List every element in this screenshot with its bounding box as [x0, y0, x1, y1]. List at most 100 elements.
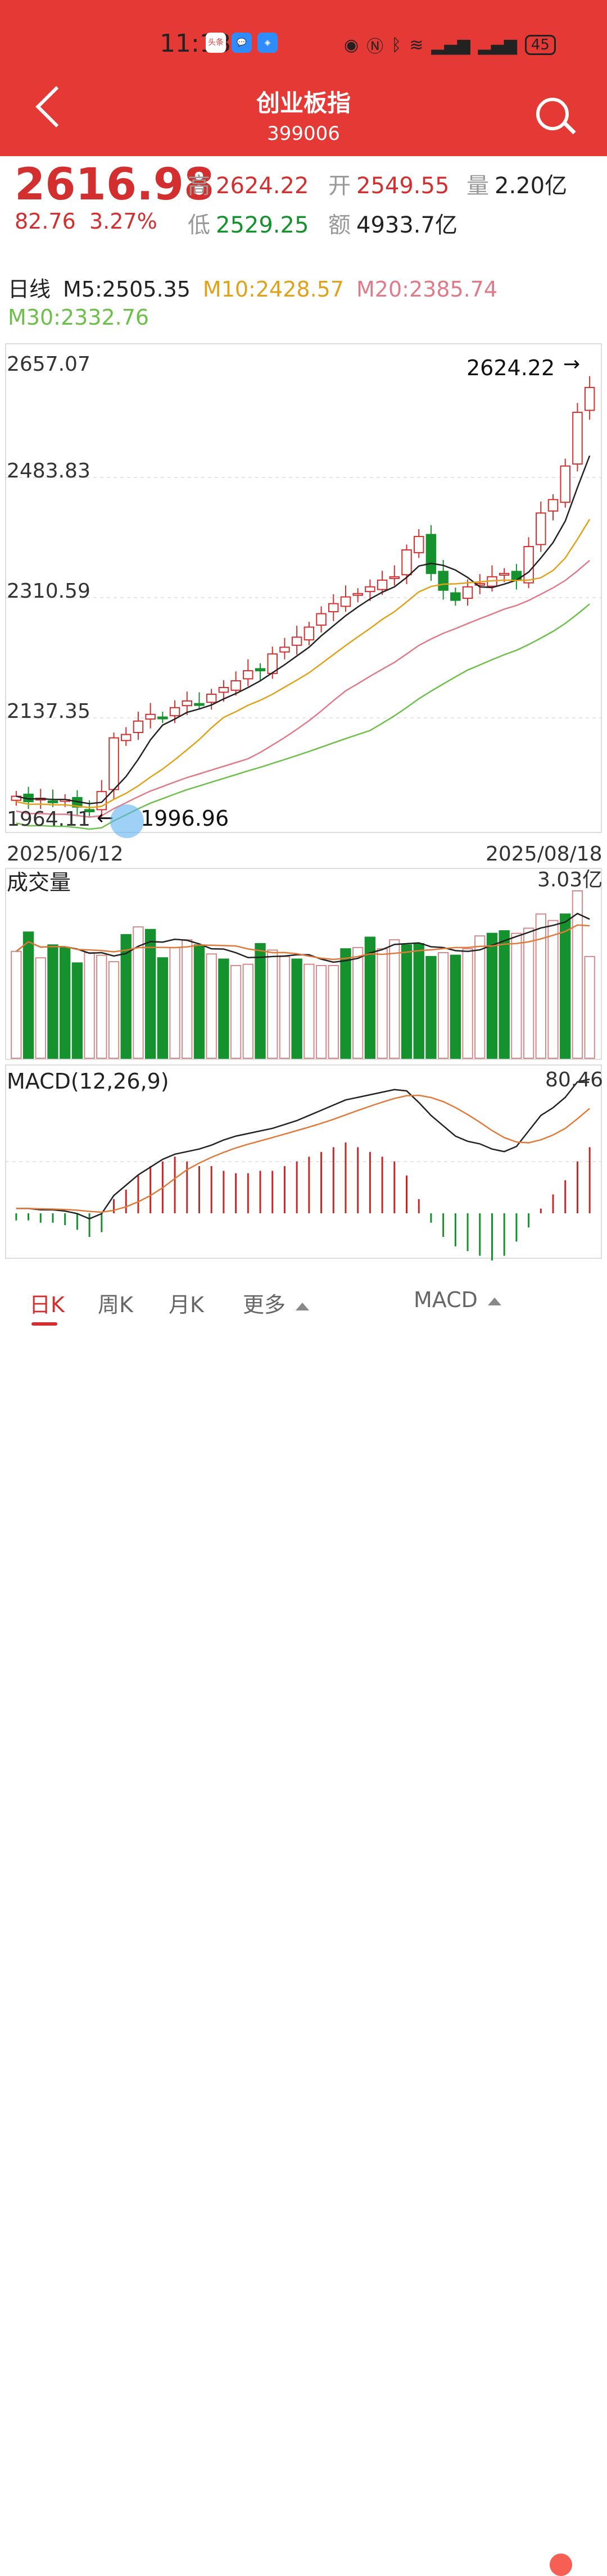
volume-stat: 量 2.20亿: [466, 173, 568, 199]
volume-bar: [218, 958, 229, 1059]
volume-chart-frame: [5, 868, 602, 1060]
tab-daily-k[interactable]: 日K: [29, 1292, 65, 1317]
change-percent: 3.27%: [89, 209, 157, 234]
volume-title: 成交量: [7, 870, 71, 895]
volume-bar: [182, 939, 193, 1059]
volume-bar: [255, 943, 266, 1059]
candle-body: [182, 700, 193, 707]
volume-ma10-line: [16, 924, 590, 961]
candle-body: [47, 800, 58, 803]
eye-icon: ◉: [344, 35, 359, 55]
volume-bar: [462, 948, 473, 1059]
tab-monthly-k[interactable]: 月K: [169, 1292, 204, 1317]
tab-macd[interactable]: MACD: [414, 1287, 501, 1312]
candle-body: [255, 668, 266, 672]
volume-bar: [11, 950, 22, 1059]
index-code: 399006: [267, 122, 340, 145]
candle-body: [547, 499, 559, 512]
candle-body: [230, 680, 241, 691]
volume-bar: [96, 954, 107, 1059]
candle-body: [169, 707, 180, 717]
candle-body: [133, 720, 144, 734]
ma5-line: [16, 455, 591, 804]
volume-bar: [437, 952, 449, 1059]
candle-body: [377, 579, 388, 590]
candle-body: [206, 693, 217, 703]
battery-icon: 45: [524, 35, 556, 55]
search-icon[interactable]: [536, 98, 569, 130]
volume-bar: [364, 936, 376, 1059]
volume-bar: [523, 927, 534, 1059]
page-title: 创业板指: [256, 89, 351, 117]
chart-tabs: 日K 周K 月K 更多 MACD: [0, 1275, 607, 2576]
candle-body: [389, 576, 400, 579]
volume-bar: [84, 952, 95, 1059]
volume-bar: [425, 955, 437, 1059]
candle-body: [291, 636, 302, 646]
candle-body: [145, 713, 156, 720]
toutiao-icon: 头条: [206, 33, 226, 53]
candle-body: [413, 536, 424, 553]
status-bar: 11:18 头条 💬 ◈ ◉ Ⓝ ᛒ ≋ ▂▄▆ ▂▄▆ 45: [0, 29, 607, 63]
high-marker-label: 2624.22: [466, 356, 555, 380]
volume-bar: [584, 955, 595, 1059]
volume-bar: [279, 955, 291, 1059]
volume-bar: [352, 946, 364, 1059]
end-date-label: 2025/08/18: [486, 843, 603, 866]
app-header: 11:18 头条 💬 ◈ ◉ Ⓝ ᛒ ≋ ▂▄▆ ▂▄▆ 45 创业板指 399…: [0, 0, 607, 156]
candle-body: [194, 703, 205, 706]
amount-stat: 额 4933.7亿: [328, 212, 457, 238]
macd-dif-line: [16, 1078, 590, 1220]
volume-bar: [157, 957, 169, 1059]
candle-body: [438, 571, 449, 591]
y-tick-4: 2137.35: [7, 700, 90, 723]
volume-bar: [511, 932, 522, 1059]
candle-body: [352, 593, 363, 596]
volume-bar: [535, 913, 546, 1059]
candle-body: [365, 586, 375, 593]
candle-body: [328, 603, 339, 612]
volume-bar: [340, 948, 351, 1059]
volume-bar: [547, 920, 559, 1059]
high-stat: 高 2624.22: [188, 173, 309, 199]
volume-bar: [193, 944, 205, 1059]
macd-max-label: 80.46: [545, 1068, 603, 1091]
system-icons: ◉ Ⓝ ᛒ ≋ ▂▄▆ ▂▄▆ 45: [344, 33, 556, 57]
app-icon: ◈: [257, 33, 278, 53]
candle-body: [340, 596, 351, 607]
volume-bar: [206, 953, 217, 1059]
low-marker-label: 1996.96: [141, 806, 229, 831]
signal-4g-icon: ▂▄▆: [478, 35, 517, 55]
ma5-label: M5:2505.35: [63, 277, 191, 302]
kline-chart[interactable]: 2657.07 2483.83 2310.59 2137.35 1964.11 …: [0, 0, 607, 1269]
notification-icons: 头条 💬 ◈: [206, 33, 278, 53]
volume-bar: [144, 929, 156, 1059]
volume-bar: [328, 964, 339, 1059]
wifi-icon: ≋: [409, 35, 424, 55]
macd-title: MACD(12,26,9): [7, 1069, 169, 1094]
volume-bar: [474, 935, 486, 1059]
volume-bar: [486, 932, 498, 1059]
bluetooth-icon: ᛒ: [391, 35, 402, 55]
main-chart-frame: [5, 343, 602, 833]
volume-bar: [242, 963, 253, 1059]
tab-weekly-k[interactable]: 周K: [98, 1292, 133, 1317]
notification-dot-icon: [550, 2554, 572, 2576]
volume-bar: [377, 948, 388, 1059]
candle-body: [536, 512, 546, 545]
volume-bar: [47, 944, 58, 1059]
volume-bar: [35, 957, 46, 1059]
macd-dea-line: [16, 1094, 590, 1213]
candle-body: [304, 626, 315, 641]
tab-more[interactable]: 更多: [243, 1287, 310, 1318]
candle-body: [560, 465, 570, 503]
nfc-icon: Ⓝ: [366, 37, 384, 57]
volume-bar: [315, 964, 327, 1059]
volume-bar: [389, 939, 400, 1059]
current-price: 2616.98: [15, 160, 215, 210]
volume-bar: [572, 890, 583, 1059]
ma30-label: M30:2332.76: [8, 305, 150, 330]
zoom-handle-icon: [110, 804, 144, 838]
candle-body: [425, 534, 437, 574]
